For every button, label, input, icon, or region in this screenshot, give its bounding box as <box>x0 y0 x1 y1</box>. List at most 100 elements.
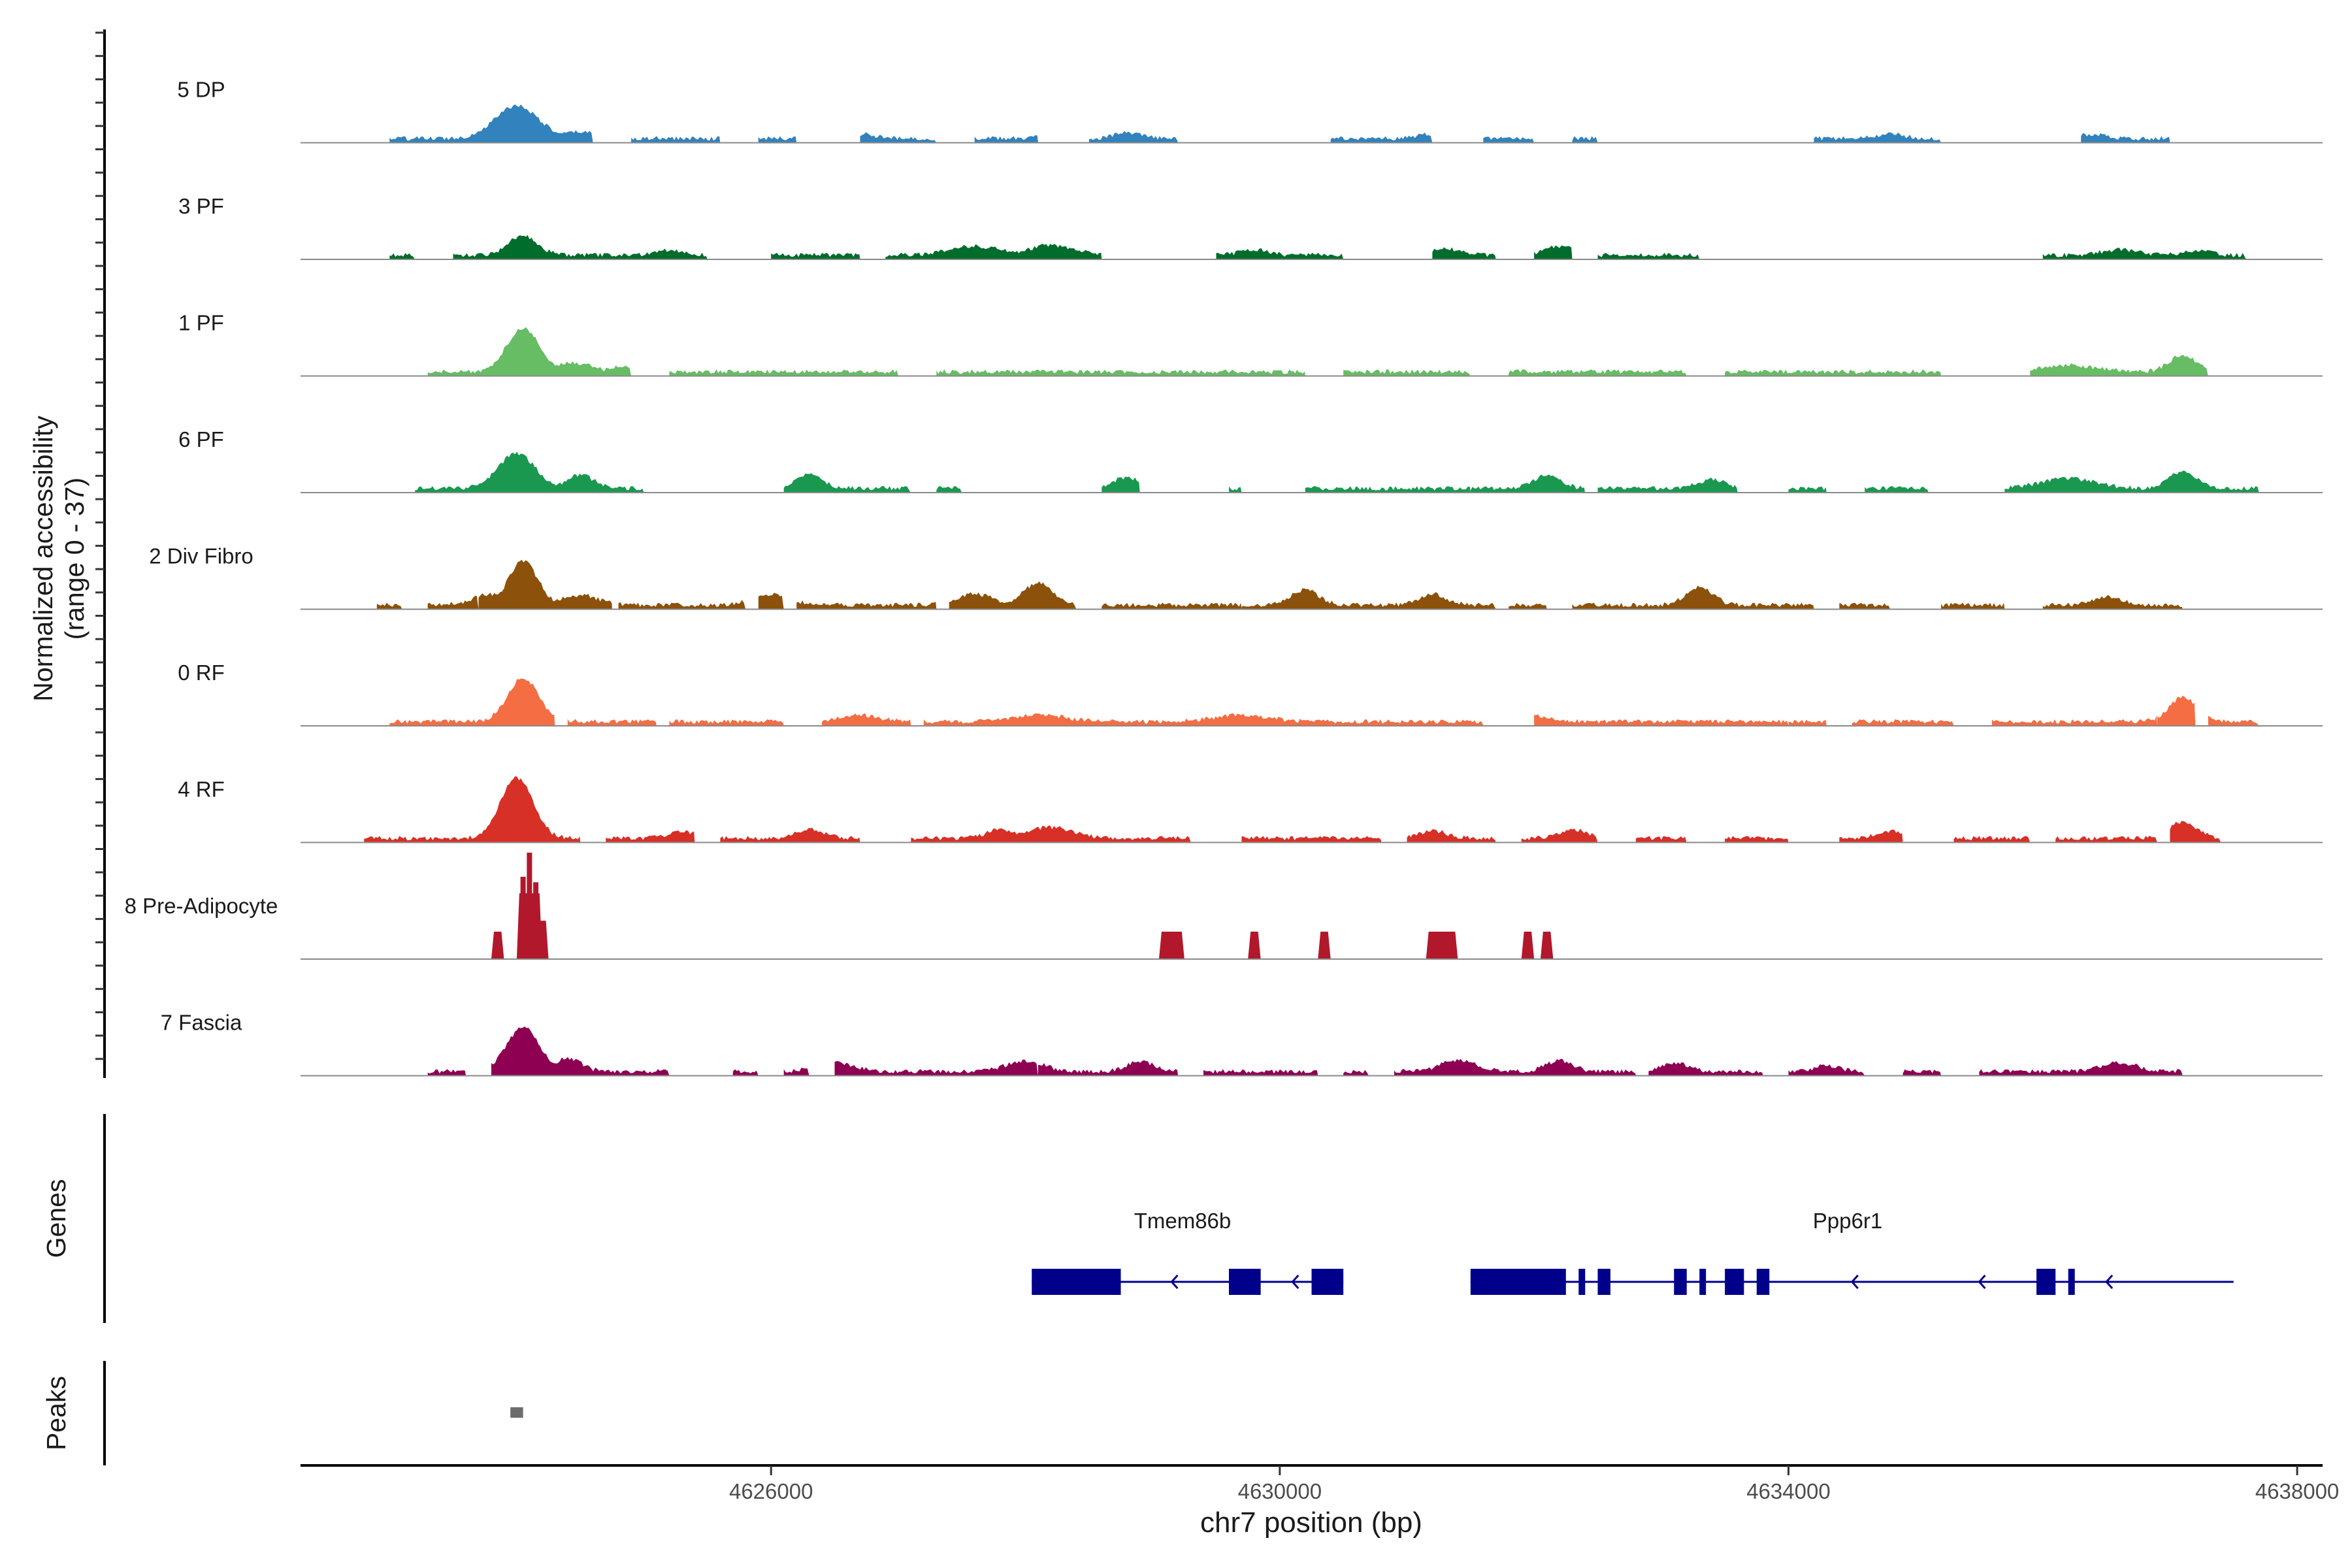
coverage-area <box>1941 602 2005 610</box>
gene-tmem86b: Tmem86b <box>1032 1209 1344 1295</box>
coverage-area <box>936 369 1305 376</box>
coverage-area <box>1241 588 1496 610</box>
coverage-area <box>2055 836 2157 843</box>
coverage-area <box>1572 136 1598 143</box>
strand-arrow <box>2105 1274 2114 1290</box>
x-axis-ticks: 4626000 4630000 4634000 4638000 <box>729 1465 2339 1503</box>
coverage-block <box>1318 932 1331 959</box>
track-label: 5 DP <box>177 78 225 102</box>
coverage-area <box>783 473 911 493</box>
y-axis-title-line2: (range 0 - 37) <box>59 478 90 640</box>
coverage-area <box>2030 355 2208 376</box>
gene-ppp6r1: Ppp6r1 <box>1470 1209 2234 1295</box>
coverage-area <box>669 369 898 376</box>
y-axis-ticks <box>95 31 105 1060</box>
gene-label: Tmem86b <box>1134 1209 1232 1233</box>
gene-label: Ppp6r1 <box>1813 1209 1882 1233</box>
track-label: 4 RF <box>178 777 225 802</box>
gene-exon <box>1756 1269 1770 1295</box>
coverage-area <box>758 136 797 143</box>
coverage-area <box>1839 602 1891 610</box>
coverage-area <box>618 600 746 610</box>
x-tick-label: 4634000 <box>1746 1479 1830 1503</box>
coverage-area <box>1203 1069 1318 1076</box>
coverage-area <box>1597 478 1738 493</box>
coverage-block <box>1426 932 1458 959</box>
coverage-area <box>796 600 937 610</box>
genes-panel: Genes Tmem86b Ppp6r1 <box>41 1114 2234 1323</box>
coverage-block <box>1158 932 1184 959</box>
y-axis-left <box>95 29 106 1078</box>
coverage-area <box>2170 821 2221 843</box>
coverage-area <box>1839 829 1903 843</box>
coverage-area <box>822 713 911 726</box>
coverage-area <box>1241 836 1382 843</box>
coverage-area <box>1597 253 1700 259</box>
coverage-area <box>1088 131 1179 143</box>
coverage-area <box>936 486 962 493</box>
coverage-area <box>1903 1069 1941 1076</box>
coverage-area <box>1216 248 1344 259</box>
gene-exon <box>2068 1269 2075 1295</box>
coverage-area <box>1305 485 1471 493</box>
coverage-area <box>1102 602 1242 610</box>
strand-arrow <box>1850 1274 1859 1290</box>
strand-arrow <box>1978 1274 1986 1290</box>
coverage-area <box>771 253 860 259</box>
coverage-block <box>1521 932 1535 959</box>
coverage-area <box>885 244 1102 259</box>
coverage-area <box>606 830 695 843</box>
coverage-area <box>1343 369 1471 376</box>
coverage-area <box>2004 470 2259 493</box>
coverage-area <box>1648 1062 1763 1076</box>
coverage-area <box>1852 719 1954 726</box>
gene-exon <box>1578 1269 1586 1295</box>
coverage-area <box>758 593 784 610</box>
track-label: 6 PF <box>178 427 224 451</box>
coverage-area <box>2042 248 2247 259</box>
coverage-area <box>567 719 657 726</box>
coverage-spike <box>527 853 532 959</box>
coverage-area <box>1432 247 1496 259</box>
coverage-tracks <box>301 104 2323 1077</box>
coverage-area <box>427 1069 466 1076</box>
track-label: 1 PF <box>178 311 224 335</box>
gene-exon <box>1597 1269 1610 1295</box>
gene-exon <box>1032 1269 1121 1295</box>
track-8-pre-adipocyte <box>301 853 2323 960</box>
coverage-area <box>376 602 402 610</box>
coverage-area <box>1572 585 1814 610</box>
coverage-area <box>1509 603 1547 610</box>
coverage-area <box>415 451 644 493</box>
coverage-area <box>1725 836 1789 843</box>
gene-exon <box>1725 1269 1744 1295</box>
coverage-area <box>1521 828 1598 843</box>
track-label: 0 RF <box>178 661 225 685</box>
peaks-panel: Peaks <box>41 1361 523 1465</box>
peak-regions <box>510 1407 523 1418</box>
coverage-area <box>1509 369 1687 376</box>
strand-arrow <box>1291 1274 1299 1290</box>
coverage-area <box>1407 829 1496 843</box>
track-3-pf <box>301 235 2323 260</box>
coverage-area <box>491 1026 670 1076</box>
track-6-pf <box>301 451 2323 493</box>
coverage-area <box>1102 476 1140 493</box>
coverage-area <box>427 596 479 610</box>
coverage-area <box>389 104 593 143</box>
coverage-area <box>860 132 937 143</box>
track-2-div-fibro <box>301 559 2323 610</box>
x-axis-title: chr7 position (bp) <box>1200 1507 1422 1539</box>
coverage-area <box>732 1069 759 1076</box>
coverage-area <box>720 828 860 843</box>
strand-arrow <box>1170 1274 1179 1290</box>
coverage-area <box>1470 474 1585 493</box>
track-label: 3 PF <box>178 194 224 218</box>
gene-exon <box>1228 1269 1261 1295</box>
coverage-area <box>1394 1058 1636 1076</box>
gene-exon <box>1699 1269 1707 1295</box>
coverage-area <box>1038 1060 1179 1076</box>
coverage-area <box>478 559 612 610</box>
coverage-area <box>2081 133 2170 143</box>
